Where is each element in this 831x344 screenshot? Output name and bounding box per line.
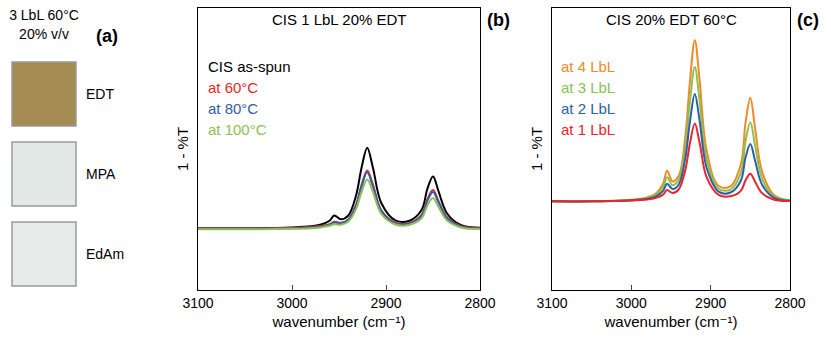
svg-text:(a): (a) xyxy=(96,26,118,46)
svg-text:2900: 2900 xyxy=(370,295,401,311)
svg-text:3100: 3100 xyxy=(182,295,213,311)
svg-text:at 1 LbL: at 1 LbL xyxy=(561,121,615,138)
svg-text:(b): (b) xyxy=(487,10,510,30)
svg-text:(c): (c) xyxy=(797,10,819,30)
svg-text:CIS 20% EDT 60°C: CIS 20% EDT 60°C xyxy=(606,11,737,28)
svg-text:at 3 LbL: at 3 LbL xyxy=(561,79,615,96)
svg-text:2800: 2800 xyxy=(774,295,805,311)
svg-text:wavenumber (cm⁻¹): wavenumber (cm⁻¹) xyxy=(272,313,406,330)
svg-text:3000: 3000 xyxy=(276,295,307,311)
svg-text:1 - %T: 1 - %T xyxy=(174,127,191,171)
svg-text:CIS as-spun: CIS as-spun xyxy=(208,58,291,75)
svg-text:3100: 3100 xyxy=(536,295,567,311)
svg-text:3 LbL 60°C: 3 LbL 60°C xyxy=(9,7,79,23)
svg-text:2800: 2800 xyxy=(464,295,495,311)
svg-text:at 4 LbL: at 4 LbL xyxy=(561,58,615,75)
svg-text:at 60°C: at 60°C xyxy=(208,79,258,96)
svg-text:2900: 2900 xyxy=(695,295,726,311)
svg-text:20% v/v: 20% v/v xyxy=(19,26,69,42)
svg-text:at 80°C: at 80°C xyxy=(208,100,258,117)
svg-text:at 100°C: at 100°C xyxy=(208,121,267,138)
svg-text:EdAm: EdAm xyxy=(86,246,124,262)
svg-text:1 - %T: 1 - %T xyxy=(528,127,545,171)
svg-text:EDT: EDT xyxy=(86,86,114,102)
svg-text:CIS 1 LbL 20% EDT: CIS 1 LbL 20% EDT xyxy=(272,11,407,28)
svg-text:wavenumber (cm⁻¹): wavenumber (cm⁻¹) xyxy=(604,313,738,330)
svg-text:MPA: MPA xyxy=(86,166,116,182)
svg-text:3000: 3000 xyxy=(616,295,647,311)
svg-text:at 2 LbL: at 2 LbL xyxy=(561,100,615,117)
